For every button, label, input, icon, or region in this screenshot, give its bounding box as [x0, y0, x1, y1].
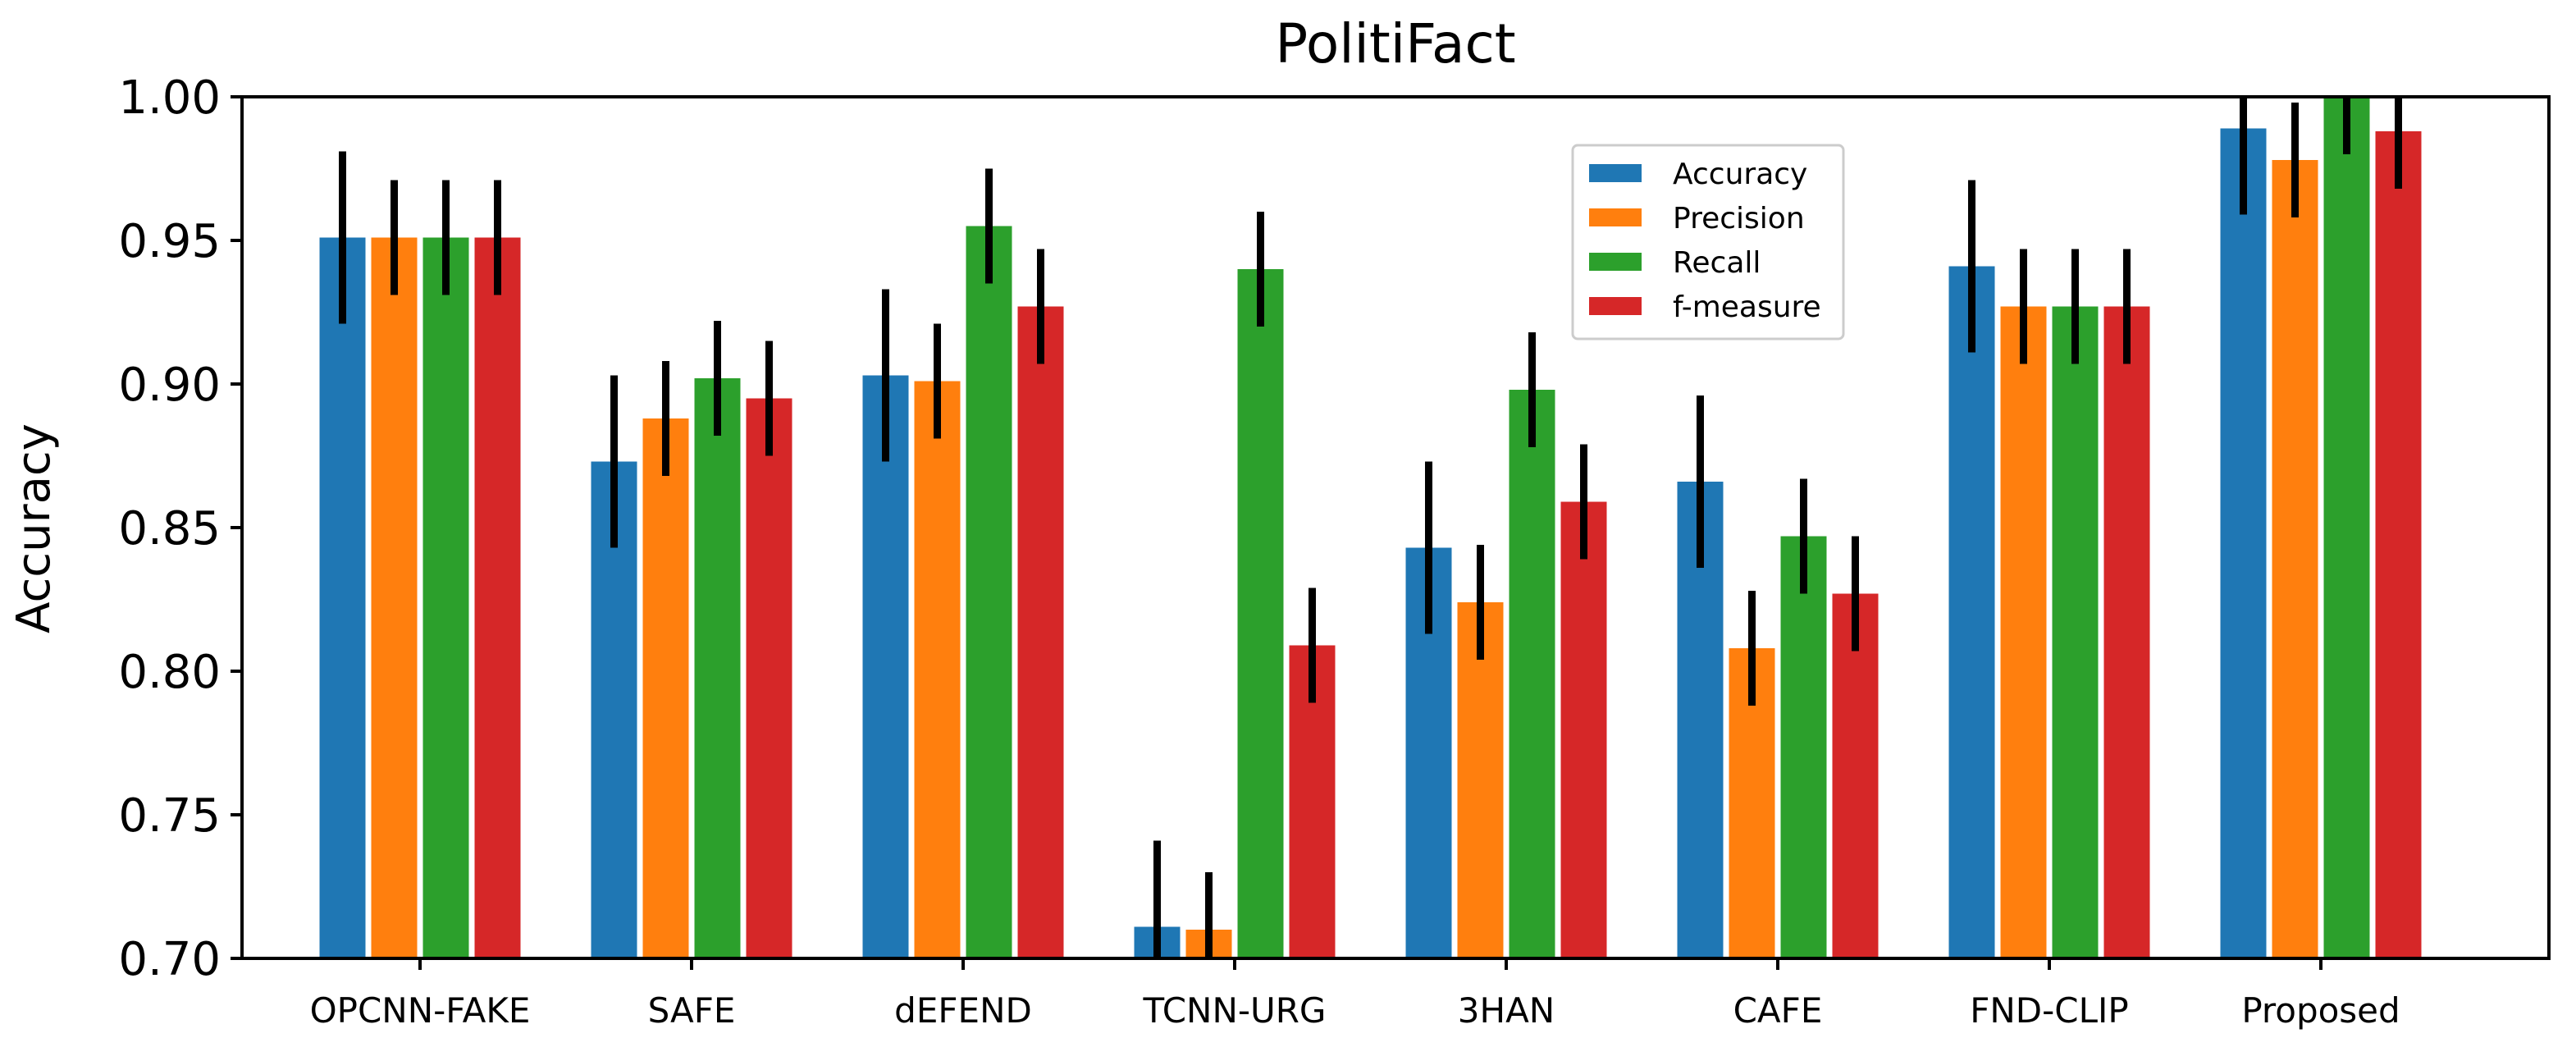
x-axis: OPCNN-FAKE SAFE dEFEND TCNN-URG 3HAN CAFE FND-…	[310, 958, 2400, 1031]
bar-recall-6	[2052, 306, 2099, 958]
legend-label: f-measure	[1673, 290, 1821, 324]
bar-recall-4	[1509, 390, 1555, 958]
legend-swatch	[1589, 208, 1642, 226]
bar-precision-2	[914, 381, 961, 958]
x-tick-label: OPCNN-FAKE	[310, 990, 531, 1031]
bar-recall-3	[1237, 269, 1284, 958]
y-tick-label: 1.00	[118, 71, 221, 125]
x-tick-label: CAFE	[1733, 990, 1823, 1031]
bar-precision-1	[642, 418, 689, 958]
bar-precision-6	[2000, 306, 2047, 958]
bar-recall-2	[966, 226, 1012, 958]
legend-swatch	[1589, 297, 1642, 315]
bar-recall-7	[2323, 97, 2370, 958]
y-tick-label: 0.85	[118, 502, 221, 556]
legend-label: Recall	[1673, 246, 1761, 280]
bar-precision-4	[1457, 602, 1504, 958]
legend-label: Precision	[1673, 202, 1805, 235]
y-tick-label: 0.95	[118, 215, 221, 268]
bar-accuracy-0	[319, 237, 366, 958]
legend-label: Accuracy	[1673, 158, 1807, 191]
bars-layer	[319, 97, 2422, 958]
bar-accuracy-7	[2220, 128, 2267, 958]
y-tick-label: 0.90	[118, 359, 221, 412]
bar-f-measure-7	[2375, 131, 2422, 958]
y-tick-label: 0.80	[118, 646, 221, 699]
bar-f-measure-0	[474, 237, 521, 958]
bar-precision-7	[2272, 160, 2318, 958]
errorbars-layer	[339, 97, 2402, 958]
x-tick-label: TCNN-URG	[1143, 990, 1327, 1031]
y-axis: 0.70 0.75 0.80 0.85 0.90 0.95 1.00	[118, 71, 242, 986]
bar-precision-0	[371, 237, 418, 958]
x-tick-label: SAFE	[648, 990, 736, 1031]
y-axis-label: Accuracy	[7, 423, 61, 633]
bar-f-measure-2	[1017, 306, 1064, 958]
bar-f-measure-6	[2103, 306, 2150, 958]
legend: Accuracy Precision Recall f-measure	[1571, 144, 1845, 341]
bar-recall-1	[694, 378, 741, 958]
chart-title: PolitiFact	[1275, 12, 1515, 75]
x-tick-label: Proposed	[2241, 990, 2400, 1031]
bar-recall-0	[422, 237, 469, 958]
bar-f-measure-4	[1560, 501, 1607, 958]
legend-box	[1571, 144, 1845, 341]
y-tick-label: 0.75	[118, 789, 221, 843]
bar-f-measure-1	[746, 398, 792, 958]
legend-swatch	[1589, 253, 1642, 271]
bar-accuracy-2	[862, 375, 909, 958]
bar-accuracy-6	[1948, 266, 1995, 958]
x-tick-label: 3HAN	[1458, 990, 1555, 1031]
y-tick-label: 0.70	[118, 933, 221, 986]
legend-swatch	[1589, 164, 1642, 182]
bar-recall-5	[1780, 536, 1827, 958]
bar-f-measure-5	[1832, 593, 1879, 958]
x-tick-label: FND-CLIP	[1970, 990, 2129, 1031]
x-tick-label: dEFEND	[894, 990, 1032, 1031]
plot-frame	[240, 95, 2551, 960]
